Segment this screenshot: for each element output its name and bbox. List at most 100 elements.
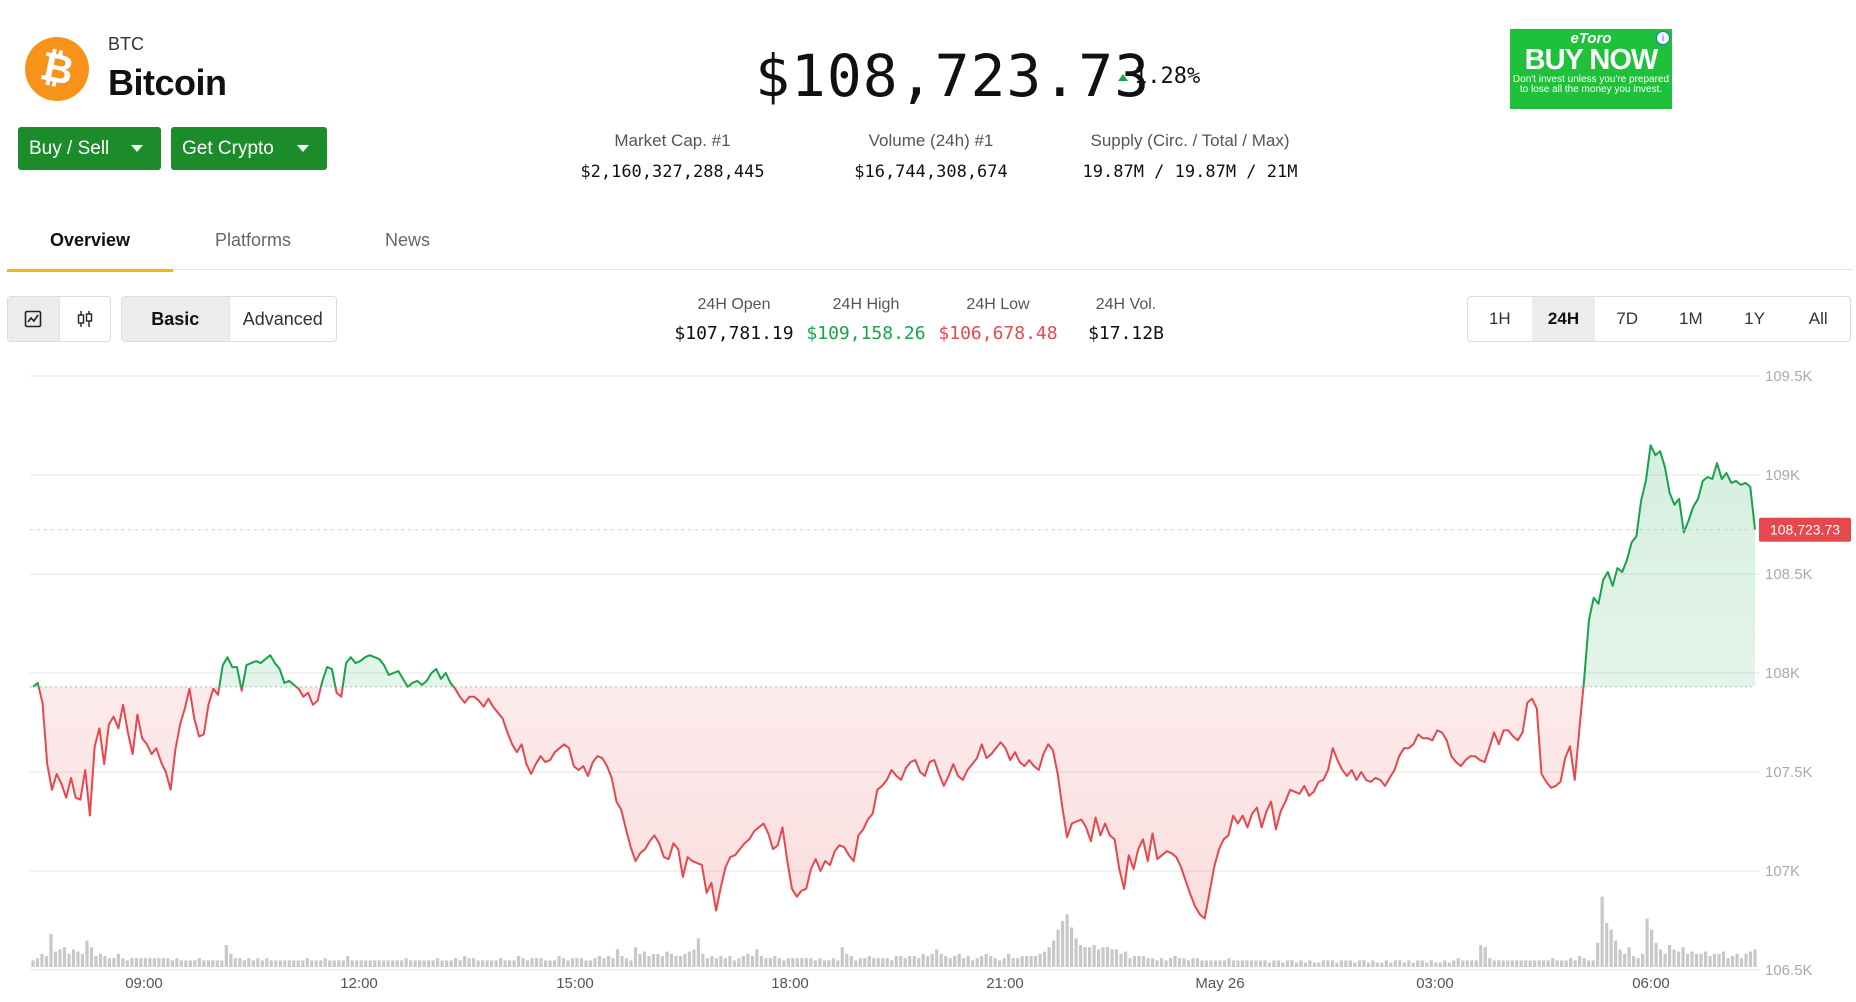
volume-bar <box>220 960 224 967</box>
volume-bar <box>683 953 687 967</box>
etoro-ad-banner[interactable]: eToro BUY NOW Don't invest unless you're… <box>1510 29 1672 109</box>
volume-bar <box>1640 953 1645 967</box>
volume-bar <box>58 949 62 967</box>
volume-bar <box>656 953 660 967</box>
volume-bar <box>530 958 534 967</box>
volume-bar <box>431 960 435 967</box>
volume-bar <box>179 960 183 967</box>
volume-bar <box>1290 960 1294 967</box>
volume-bar <box>364 960 368 967</box>
basic-mode-button[interactable]: Basic <box>122 297 229 341</box>
volume-bar <box>975 958 979 967</box>
timeframe-7d[interactable]: 7D <box>1616 309 1639 328</box>
volume-bar <box>980 956 984 967</box>
tab-news[interactable]: News <box>385 230 431 250</box>
timeframe-1h[interactable]: 1H <box>1488 309 1511 328</box>
volume-bar <box>1685 953 1690 967</box>
volume-bar <box>1402 962 1406 967</box>
tab-overview[interactable]: Overview <box>6 230 174 272</box>
volume-bar <box>1676 951 1681 967</box>
volume-bar <box>786 958 790 967</box>
volume-bar <box>1636 958 1640 967</box>
volume-bar <box>1186 960 1191 967</box>
get-crypto-label: Get Crypto <box>182 137 274 159</box>
timeframe-1m[interactable]: 1M <box>1679 309 1703 328</box>
volume-bar <box>948 958 952 967</box>
volume-bar <box>1043 951 1047 967</box>
volume-bar <box>1488 958 1492 967</box>
volume-bar <box>256 958 260 967</box>
volume-bar <box>31 960 35 967</box>
volume-bar <box>1605 923 1609 967</box>
volume-bar <box>1474 960 1478 967</box>
volume-bar <box>485 960 489 967</box>
volume-bar <box>1303 962 1307 967</box>
volume-bar <box>449 960 453 967</box>
volume-bar <box>579 958 584 967</box>
timeframe-24h[interactable]: 24H <box>1531 297 1596 341</box>
volume-bar <box>386 960 390 967</box>
volume-bar <box>1537 960 1541 967</box>
volume-bar <box>337 960 341 967</box>
volume-bar <box>597 956 602 967</box>
volume-bar <box>287 960 291 967</box>
volume-bar <box>323 958 327 967</box>
volume-bar <box>1645 918 1649 967</box>
volume-bar <box>908 956 912 967</box>
open-stat: 24H Open $107,781.19 <box>668 296 800 344</box>
volume-bar <box>1312 962 1316 967</box>
volume-bar <box>1560 960 1564 967</box>
volume-bar <box>116 953 121 967</box>
volume-bar <box>1672 949 1676 967</box>
get-crypto-button[interactable]: Get Crypto <box>171 127 327 170</box>
volume-bar <box>777 958 781 967</box>
price-chart[interactable]: 109.5K 109K 108.5K 108K 107.5K 107K 106.5K 108,… <box>0 360 1856 1002</box>
volume-bar <box>103 956 107 967</box>
market-cap-value: $2,160,327,288,445 <box>580 162 765 182</box>
arrow-up-icon <box>1118 74 1128 81</box>
line-chart-icon[interactable] <box>8 297 59 341</box>
volume-bar <box>206 960 210 967</box>
volume-bar <box>705 958 710 967</box>
volume-bar <box>1623 953 1627 967</box>
volume-bar <box>1721 951 1726 967</box>
volume-bar <box>899 956 903 967</box>
volume-bar <box>215 960 219 967</box>
volume-bar <box>1029 956 1033 967</box>
volume-bar <box>822 960 826 967</box>
volume-bar <box>1025 956 1029 967</box>
volume-bar <box>606 956 611 967</box>
volume-bar <box>768 958 772 967</box>
volume-bar <box>1344 960 1348 967</box>
candlestick-icon[interactable] <box>58 297 111 341</box>
volume-bar <box>1434 962 1438 967</box>
tab-platforms[interactable]: Platforms <box>215 230 292 250</box>
x-tick-label: 21:00 <box>986 975 1024 992</box>
volume-bar <box>229 953 233 967</box>
volume-bar <box>494 960 498 967</box>
volume-bar <box>44 956 49 967</box>
volume-bar <box>521 958 525 967</box>
timeframe-1y[interactable]: 1Y <box>1744 309 1765 328</box>
advanced-mode-button[interactable]: Advanced <box>228 297 337 341</box>
volume-bar <box>687 951 692 967</box>
coin-symbol: BTC <box>108 34 144 54</box>
buy-sell-button[interactable]: Buy / Sell <box>18 127 161 170</box>
volume-bar <box>696 938 701 967</box>
volume-bar <box>328 960 332 967</box>
ad-info-icon[interactable]: i <box>1656 31 1670 45</box>
volume-bar <box>1191 958 1195 967</box>
volume-bar <box>1452 960 1456 967</box>
volume-bar <box>134 958 139 967</box>
volume-bar <box>723 958 727 967</box>
timeframe-all[interactable]: All <box>1808 309 1828 328</box>
volume-bar <box>1285 960 1290 967</box>
volume-bar <box>1267 962 1272 967</box>
volume-bar <box>359 960 363 967</box>
y-tick-label: 107K <box>1765 863 1800 880</box>
volume-bar <box>800 958 804 967</box>
volume-bar <box>49 934 53 967</box>
volume-bar <box>233 958 237 967</box>
chart-mode-toggle: Basic Advanced <box>121 296 337 342</box>
price-line-down <box>32 686 1585 920</box>
